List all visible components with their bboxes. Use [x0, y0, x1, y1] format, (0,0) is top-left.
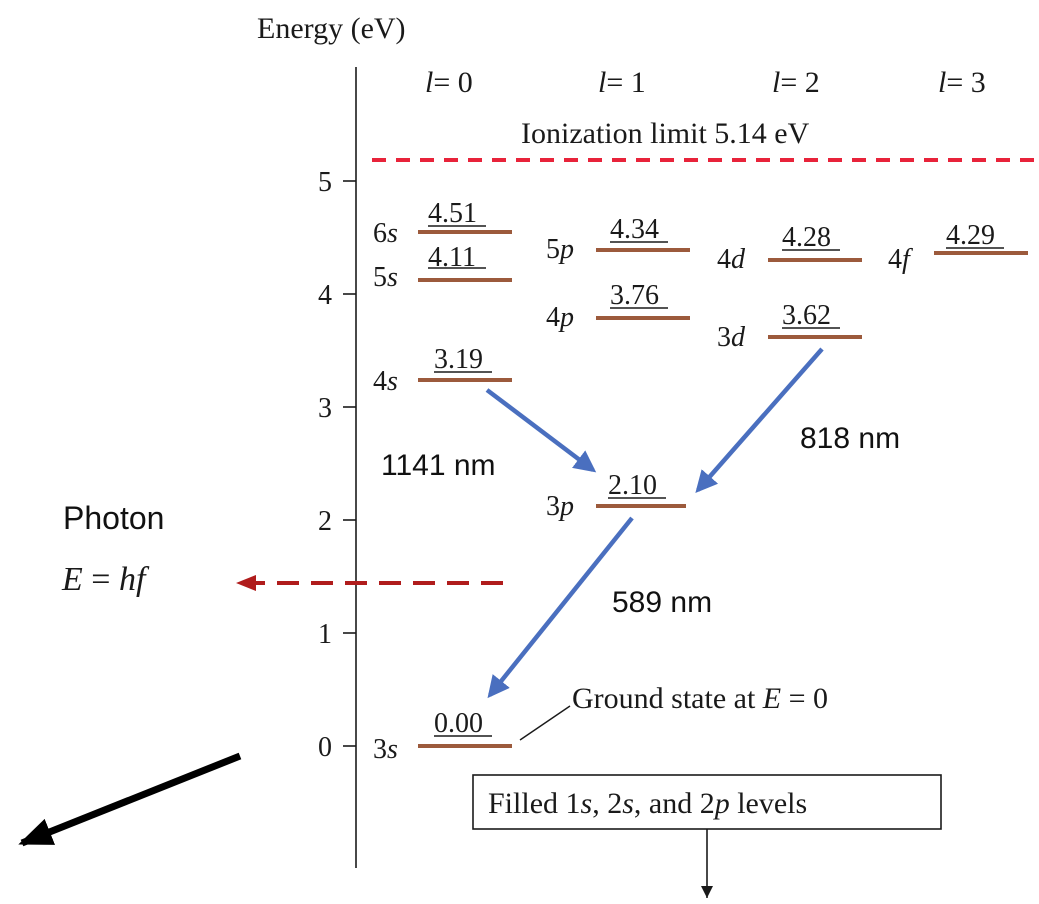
y-tick-label-1: 1: [318, 619, 332, 650]
level-4d-value: 4.28: [782, 222, 831, 253]
ground-state-leader: [519, 705, 571, 741]
level-4s-value: 3.19: [434, 344, 483, 375]
y-tick-label-0: 0: [318, 732, 332, 763]
transition-label-818: 818 nm: [800, 422, 900, 455]
level-4f: 4f 4.29: [888, 220, 1028, 275]
black-pointer-arrow: [18, 752, 242, 847]
ionization-limit-label: Ionization limit 5.14 eV: [521, 117, 810, 150]
transition-label-1141: 1141 nm: [381, 449, 496, 482]
level-3p-value: 2.10: [608, 470, 657, 501]
level-3d: 3d 3.62: [717, 300, 862, 353]
photon-formula: E = hf: [61, 561, 150, 598]
column-header-l2: l= 2: [772, 66, 820, 99]
level-3d-name: 3d: [717, 322, 746, 353]
level-3d-value: 3.62: [782, 300, 831, 331]
filled-levels-text: Filled 1s, 2s, and 2p levels: [488, 787, 807, 820]
level-6s-value: 4.51: [428, 198, 477, 229]
y-axis-title: Energy (eV): [257, 12, 406, 45]
level-4p: 4p 3.76: [546, 280, 690, 333]
transition-arrow-3d-3p: [695, 347, 824, 494]
y-tick-label-2: 2: [318, 506, 332, 537]
level-4f-name: 4f: [888, 244, 913, 275]
level-6s-name: 6s: [373, 218, 398, 249]
level-4d: 4d 4.28: [717, 222, 862, 275]
level-3s-value: 0.00: [434, 708, 483, 739]
y-tick-label-3: 3: [318, 393, 332, 424]
column-header-l3: l= 3: [938, 66, 986, 99]
y-tick-label-5: 5: [318, 167, 332, 198]
level-3p: 3p 2.10: [546, 470, 686, 522]
y-tick-label-4: 4: [318, 280, 332, 311]
column-header-l0: l= 0: [425, 66, 473, 99]
level-3s: 3s 0.00: [373, 708, 512, 765]
level-6s: 6s 4.51: [373, 198, 512, 249]
column-header-l1: l= 1: [598, 66, 646, 99]
transition-label-589: 589 nm: [612, 586, 712, 619]
level-5p-value: 4.34: [610, 214, 659, 245]
ground-state-note: Ground state at E = 0: [572, 682, 828, 715]
level-5p-name: 5p: [546, 234, 574, 265]
transition-arrow-3p-3s: [487, 516, 634, 699]
photon-label: Photon: [63, 500, 164, 536]
filled-levels-box: [472, 774, 942, 830]
level-3s-name: 3s: [373, 734, 398, 765]
level-4s-name: 4s: [373, 366, 398, 397]
y-axis-ticks: 0 1 2 3 4 5: [318, 167, 356, 763]
level-4p-name: 4p: [546, 302, 574, 333]
level-3p-name: 3p: [546, 491, 574, 522]
level-4f-value: 4.29: [946, 220, 995, 251]
level-4s: 4s 3.19: [373, 344, 512, 397]
transition-arrow-4s-3p: [485, 388, 597, 473]
level-5p: 5p 4.34: [546, 214, 690, 265]
level-4d-name: 4d: [717, 244, 746, 275]
column-headers: l= 0 l= 1 l= 2 l= 3: [425, 66, 986, 99]
level-5s-name: 5s: [373, 262, 398, 293]
level-4p-value: 3.76: [610, 280, 659, 311]
level-5s: 5s 4.11: [373, 242, 512, 293]
